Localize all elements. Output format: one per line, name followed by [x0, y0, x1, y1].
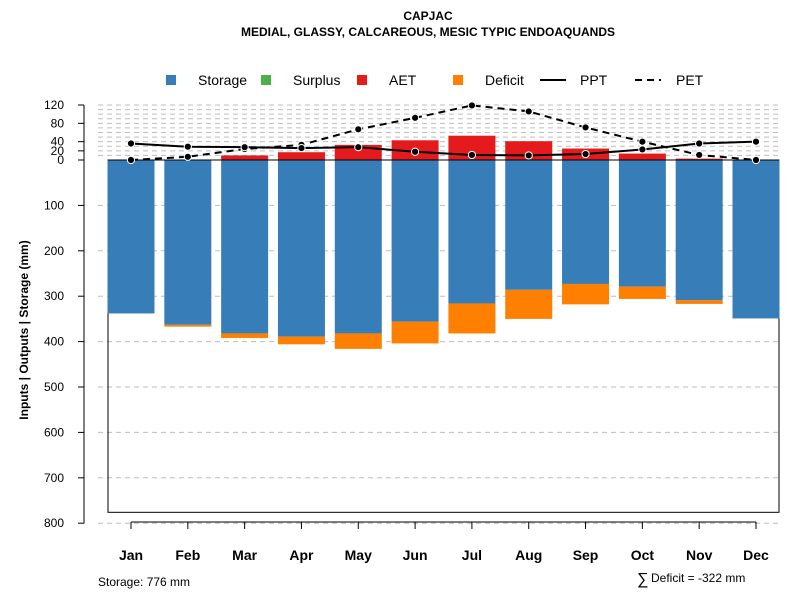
pet-point — [126, 155, 136, 165]
x-tick-label: Apr — [289, 547, 314, 563]
deficit-bar — [164, 324, 212, 327]
ppt-point — [581, 149, 590, 159]
bars — [107, 135, 780, 349]
deficit-footnote: Deficit = -322 mm — [651, 571, 745, 585]
aet-bar — [675, 158, 723, 160]
series-lines — [126, 101, 761, 165]
x-tick-label: Oct — [631, 547, 655, 563]
ppt-point — [638, 145, 647, 154]
sigma-icon: ∑ — [637, 571, 648, 588]
legend-swatch-aet — [357, 75, 367, 85]
x-tick-label: Aug — [515, 547, 542, 563]
y-tick-label: 80 — [51, 116, 65, 130]
storage-bar — [562, 160, 610, 284]
ppt-line — [130, 140, 757, 157]
ppt-point — [240, 143, 249, 152]
storage-bar — [618, 160, 666, 287]
y-tick-label: 40 — [51, 135, 65, 149]
y-tick-label: 400 — [44, 335, 64, 349]
aet-bar — [618, 153, 666, 160]
ppt-point — [126, 139, 136, 148]
y-tick-label: 500 — [44, 380, 64, 394]
ppt-point — [297, 143, 306, 153]
legend-label-aet: AET — [389, 72, 417, 88]
x-tick-label: Jun — [403, 547, 428, 563]
deficit-bar — [277, 336, 325, 345]
legend-swatch-storage — [166, 75, 176, 85]
y-tick-label: 20 — [51, 144, 65, 158]
x-tick-label: Nov — [686, 547, 713, 563]
ppt-point — [467, 150, 477, 160]
deficit-bar — [221, 333, 269, 338]
y-tick-label: 800 — [44, 516, 64, 530]
deficit-bar — [505, 289, 553, 319]
legend-label-surplus: Surplus — [293, 72, 340, 88]
storage-footnote: Storage: 776 mm — [98, 575, 190, 589]
deficit-bar — [334, 333, 382, 349]
y-tick-label: 300 — [44, 289, 64, 303]
ppt-point — [524, 151, 533, 160]
pet-point — [638, 137, 647, 146]
y-tick-label: 100 — [44, 198, 64, 212]
storage-bar — [391, 160, 439, 322]
x-tick-label: Jan — [119, 547, 143, 563]
deficit-bar — [391, 321, 439, 344]
y-tick-label: 120 — [44, 98, 64, 112]
storage-bar — [505, 160, 553, 290]
storage-bar — [448, 160, 496, 304]
pet-point — [467, 101, 477, 110]
x-tick-label: Jul — [462, 547, 482, 563]
legend-swatch-deficit — [453, 75, 463, 85]
legend-swatch-surplus — [261, 75, 271, 85]
chart-title: CAPJAC — [403, 9, 453, 23]
legend-label-pet: PET — [676, 72, 704, 88]
x-tick-label: Mar — [232, 547, 257, 563]
storage-bar — [221, 160, 269, 334]
legend-label-deficit: Deficit — [485, 72, 524, 88]
storage-bar — [277, 160, 325, 337]
storage-bar — [732, 160, 780, 319]
y-axis-label: Inputs | Outputs | Storage (mm) — [17, 240, 31, 419]
x-tick-label: Dec — [743, 547, 769, 563]
deficit-bar — [618, 286, 666, 299]
pet-point — [695, 150, 704, 160]
ppt-point — [354, 143, 363, 152]
pet-point — [183, 152, 192, 161]
pet-point — [751, 155, 761, 165]
deficit-bar — [675, 300, 723, 304]
deficit-bar — [562, 283, 610, 305]
x-tick-label: Feb — [175, 547, 200, 563]
pet-point — [354, 125, 363, 134]
storage-bar — [334, 160, 382, 334]
ppt-point — [751, 137, 761, 146]
aet-bar — [277, 152, 325, 160]
deficit-bar — [448, 303, 496, 334]
legend: Storage Surplus AET Deficit PPT PET — [166, 72, 704, 88]
ppt-point — [183, 142, 192, 151]
y-tick-label: 600 — [44, 425, 64, 439]
aet-bar — [221, 155, 269, 160]
pet-point — [524, 107, 533, 116]
y-tick-label: 200 — [44, 244, 64, 258]
storage-bar — [675, 160, 723, 301]
storage-bar — [164, 160, 212, 325]
pet-point — [581, 123, 590, 132]
y-tick-label: 700 — [44, 471, 64, 485]
pet-line — [130, 104, 757, 161]
ppt-point — [695, 139, 704, 148]
ppt-point — [410, 147, 420, 156]
x-tick-label: May — [345, 547, 372, 563]
legend-label-storage: Storage — [198, 72, 247, 88]
x-tick-label: Sep — [573, 547, 599, 563]
gridlines — [98, 104, 782, 524]
storage-bar — [107, 160, 155, 314]
chart-subtitle: MEDIAL, GLASSY, CALCAREOUS, MESIC TYPIC … — [241, 25, 615, 39]
pet-point — [410, 113, 420, 122]
y-tick-label: 0 — [57, 153, 64, 167]
legend-label-ppt: PPT — [580, 72, 608, 88]
